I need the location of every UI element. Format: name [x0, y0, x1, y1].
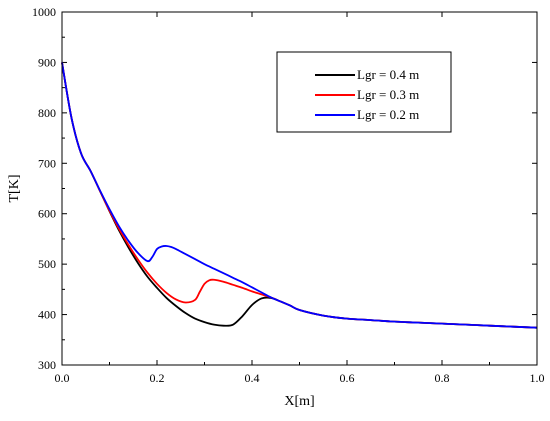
- legend-label-lgr-0-2: Lgr = 0.2 m: [357, 107, 419, 122]
- x-tick-label: 0.6: [340, 371, 355, 385]
- y-axis-title: T[K]: [7, 175, 22, 203]
- y-tick-label: 600: [38, 207, 56, 221]
- series-layer: [61, 62, 538, 329]
- x-axis-title: X[m]: [284, 394, 314, 409]
- legend-box: [276, 51, 452, 133]
- x-tick-label: 0.4: [245, 371, 260, 385]
- x-tick-label: 1.0: [530, 371, 545, 385]
- legend-label-lgr-0-4: Lgr = 0.4 m: [357, 67, 419, 82]
- y-tick-label: 300: [38, 358, 56, 372]
- legend: Lgr = 0.4 m Lgr = 0.3 m Lgr = 0.2 m: [276, 51, 452, 133]
- y-tick-label: 400: [38, 308, 56, 322]
- y-tick-label: 1000: [32, 5, 56, 19]
- legend-label-lgr-0-3: Lgr = 0.3 m: [357, 87, 419, 102]
- y-tick-label: 800: [38, 106, 56, 120]
- x-tick-label: 0.2: [150, 371, 165, 385]
- x-tick-label: 0.8: [435, 371, 450, 385]
- y-tick-label: 900: [38, 55, 56, 69]
- y-tick-label: 700: [38, 156, 56, 170]
- series-line-lgr-0-2: [61, 62, 538, 329]
- plot-frame: [61, 11, 538, 366]
- x-tick-label: 0.0: [55, 371, 70, 385]
- y-tick-label: 500: [38, 257, 56, 271]
- tick-labels: 0.0 0.2 0.4 0.6 0.8 1.0 300 400 500 600 700 800 900 1…: [32, 5, 545, 385]
